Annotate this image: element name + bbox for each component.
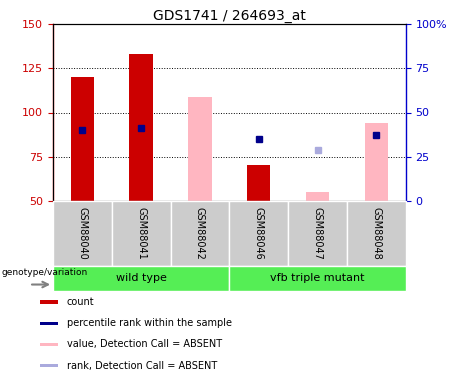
Bar — [365, 123, 388, 201]
Bar — [40, 321, 58, 325]
Bar — [171, 201, 229, 266]
Bar — [53, 201, 112, 266]
Title: GDS1741 / 264693_at: GDS1741 / 264693_at — [153, 9, 306, 23]
Text: rank, Detection Call = ABSENT: rank, Detection Call = ABSENT — [67, 360, 217, 370]
Bar — [130, 54, 153, 201]
Bar — [53, 266, 230, 291]
Bar — [40, 300, 58, 304]
Text: GSM88046: GSM88046 — [254, 207, 264, 260]
Text: vfb triple mutant: vfb triple mutant — [270, 273, 365, 284]
Bar — [230, 201, 288, 266]
Bar — [347, 201, 406, 266]
Text: wild type: wild type — [116, 273, 166, 284]
Bar — [40, 364, 58, 367]
Text: GSM88047: GSM88047 — [313, 207, 323, 260]
Bar — [247, 165, 271, 201]
Text: GSM88041: GSM88041 — [136, 207, 146, 260]
Bar — [306, 192, 329, 201]
Text: value, Detection Call = ABSENT: value, Detection Call = ABSENT — [67, 339, 222, 350]
Text: count: count — [67, 297, 95, 307]
Bar — [112, 201, 171, 266]
Bar — [188, 97, 212, 201]
Text: genotype/variation: genotype/variation — [1, 268, 88, 277]
Bar — [230, 266, 406, 291]
Text: GSM88042: GSM88042 — [195, 207, 205, 260]
Bar — [40, 343, 58, 346]
Text: GSM88048: GSM88048 — [371, 207, 381, 260]
Text: GSM88040: GSM88040 — [77, 207, 88, 260]
Bar — [71, 77, 94, 201]
Text: percentile rank within the sample: percentile rank within the sample — [67, 318, 232, 328]
Bar — [288, 201, 347, 266]
